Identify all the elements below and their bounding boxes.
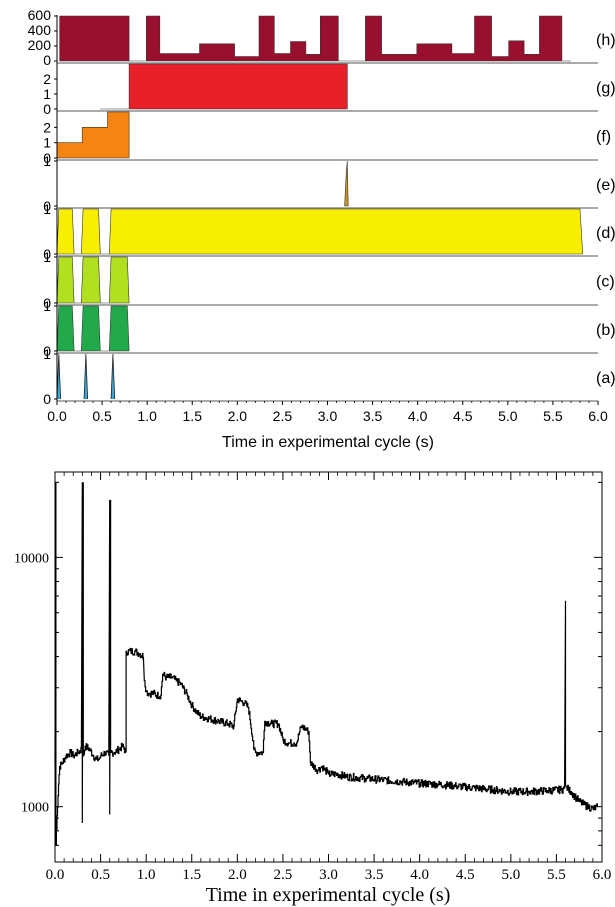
x-tick-label: 3.5 bbox=[363, 408, 383, 424]
area-d bbox=[56, 208, 584, 255]
panel-label: (e) bbox=[596, 177, 615, 194]
x-tick-label: 5.0 bbox=[501, 867, 520, 883]
x-tick-label: 4.5 bbox=[456, 867, 475, 883]
y-tick-label: 1 bbox=[43, 298, 51, 314]
x-tick-label: 4.0 bbox=[408, 408, 428, 424]
x-tick-label: 0.5 bbox=[91, 867, 110, 883]
x-tick-label: 4.0 bbox=[410, 867, 429, 883]
plot-frame bbox=[54, 471, 603, 863]
panel-e: 10(e) bbox=[43, 153, 615, 214]
spike-1 bbox=[83, 353, 89, 400]
panel-g: 210 (g) bbox=[43, 63, 615, 117]
x-tick-label: 2.0 bbox=[228, 867, 247, 883]
signal-trace-chart: 1000 10000 0.0 0.5 1.0 1.5 2.0 2.5 3.0 3.5 4.0 4.5 5… bbox=[14, 471, 612, 883]
x-tick-label: 5.5 bbox=[543, 408, 563, 424]
x-tick-label: 2.5 bbox=[273, 408, 293, 424]
panel-b: 10(b) bbox=[43, 298, 615, 359]
x-tick-label: 5.0 bbox=[498, 408, 518, 424]
y-tick-label: 0 bbox=[43, 150, 51, 166]
bottom-x-axis-title: Time in experimental cycle (s) bbox=[206, 884, 451, 906]
x-tick-label: 1.5 bbox=[182, 867, 201, 883]
x-tick-label: 6.0 bbox=[588, 408, 608, 424]
x-tick-label: 2.5 bbox=[274, 867, 293, 883]
timing-chart: 6004002000(h)210(g)210(f)10(e)10(d)10(c)… bbox=[28, 7, 615, 424]
y-tick-label: 1 bbox=[43, 346, 51, 362]
panel-d: 10(d) bbox=[43, 201, 615, 262]
y-tick-label: 0 bbox=[43, 101, 51, 117]
y-tick-label: 400 bbox=[28, 22, 52, 38]
x-tick-label: 0.5 bbox=[92, 408, 112, 424]
panel-f: 210(f) bbox=[43, 111, 611, 166]
y-tick-label: 0 bbox=[43, 391, 51, 407]
x-tick-label: 3.5 bbox=[365, 867, 384, 883]
x-tick-label: 2.0 bbox=[228, 408, 248, 424]
y-tick-label: 2 bbox=[43, 119, 51, 135]
y-tick-label: 0 bbox=[43, 343, 51, 359]
y-tick-label: 10000 bbox=[14, 551, 49, 566]
x-tick-label: 1.0 bbox=[137, 867, 156, 883]
y-tick-label: 0 bbox=[43, 198, 51, 214]
x-tick-label: 6.0 bbox=[593, 867, 612, 883]
x-tick-label: 3.0 bbox=[318, 408, 338, 424]
trace-line bbox=[54, 482, 598, 846]
area-c bbox=[56, 256, 130, 304]
x-tick-label: 0.0 bbox=[47, 408, 67, 424]
panel-label: (h) bbox=[596, 32, 615, 49]
panel-label: (f) bbox=[596, 129, 611, 146]
y-tick-label: 0 bbox=[43, 246, 51, 262]
spike-2 bbox=[110, 353, 116, 400]
x-tick-label: 5.5 bbox=[547, 867, 566, 883]
panel-c: 10(c) bbox=[43, 249, 614, 311]
panel-label: (d) bbox=[596, 225, 615, 242]
area-g bbox=[100, 63, 348, 110]
panel-label: (c) bbox=[596, 274, 615, 291]
panel-label: (b) bbox=[596, 322, 615, 339]
y-tick-label: 1 bbox=[43, 249, 51, 265]
y-tick-label: 200 bbox=[28, 37, 52, 53]
area-b bbox=[56, 305, 130, 352]
x-tick-label: 4.5 bbox=[453, 408, 473, 424]
area-h bbox=[59, 15, 571, 62]
y-tick-label: 0 bbox=[43, 52, 51, 68]
y-tick-label: 1000 bbox=[21, 801, 49, 816]
y-tick-label: 2 bbox=[43, 71, 51, 87]
y-tick-label: 1 bbox=[43, 135, 51, 151]
top-x-axis-title: Time in experimental cycle (s) bbox=[222, 434, 434, 451]
x-tick-label: 3.0 bbox=[319, 867, 338, 883]
y-tick-label: 0 bbox=[43, 295, 51, 311]
x-tick-label: 1.5 bbox=[183, 408, 203, 424]
panel-label: (a) bbox=[596, 370, 615, 387]
panel-label: (g) bbox=[596, 80, 615, 97]
area-e bbox=[344, 160, 349, 207]
panel-a: 10(a) bbox=[43, 346, 615, 407]
spike-0 bbox=[56, 353, 62, 400]
x-tick-label: 0.0 bbox=[46, 867, 65, 883]
y-tick-label: 1 bbox=[43, 201, 51, 217]
x-tick-label: 1.0 bbox=[137, 408, 157, 424]
area-f bbox=[56, 111, 130, 159]
y-tick-label: 600 bbox=[28, 7, 52, 23]
y-tick-label: 1 bbox=[43, 86, 51, 102]
y-tick-label: 1 bbox=[43, 153, 51, 169]
